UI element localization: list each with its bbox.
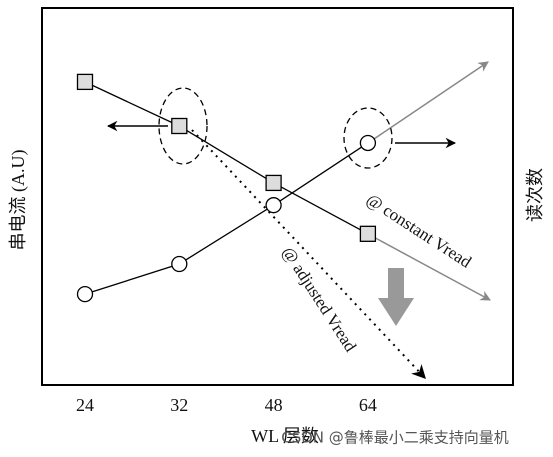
data-point (171, 117, 188, 135)
watermark: CSDN @鲁棒最小二乘支持向量机 (281, 429, 509, 447)
data-point (359, 134, 377, 152)
decorations (106, 61, 491, 380)
x-tick-label: 64 (359, 395, 377, 415)
series-line (84, 142, 369, 295)
data-point (76, 73, 94, 91)
x-axis-label: WL 层数 (251, 426, 319, 446)
y2-axis-label: 读次数 (525, 168, 545, 222)
series-line (84, 81, 369, 235)
data-point (359, 225, 377, 242)
annotation: @ constant Vread (363, 190, 475, 272)
data-point (265, 197, 282, 214)
data-point (265, 174, 282, 192)
x-tick-label: 24 (76, 395, 94, 415)
plot-frame (41, 7, 514, 386)
annotation: @ adjusted Vread (278, 243, 360, 355)
y-axis-label: 串电流 (A.U) (8, 150, 29, 251)
x-tick-label: 48 (265, 395, 283, 415)
data-point (171, 255, 188, 273)
data-point (76, 285, 94, 303)
x-tick-label: 32 (170, 395, 188, 415)
